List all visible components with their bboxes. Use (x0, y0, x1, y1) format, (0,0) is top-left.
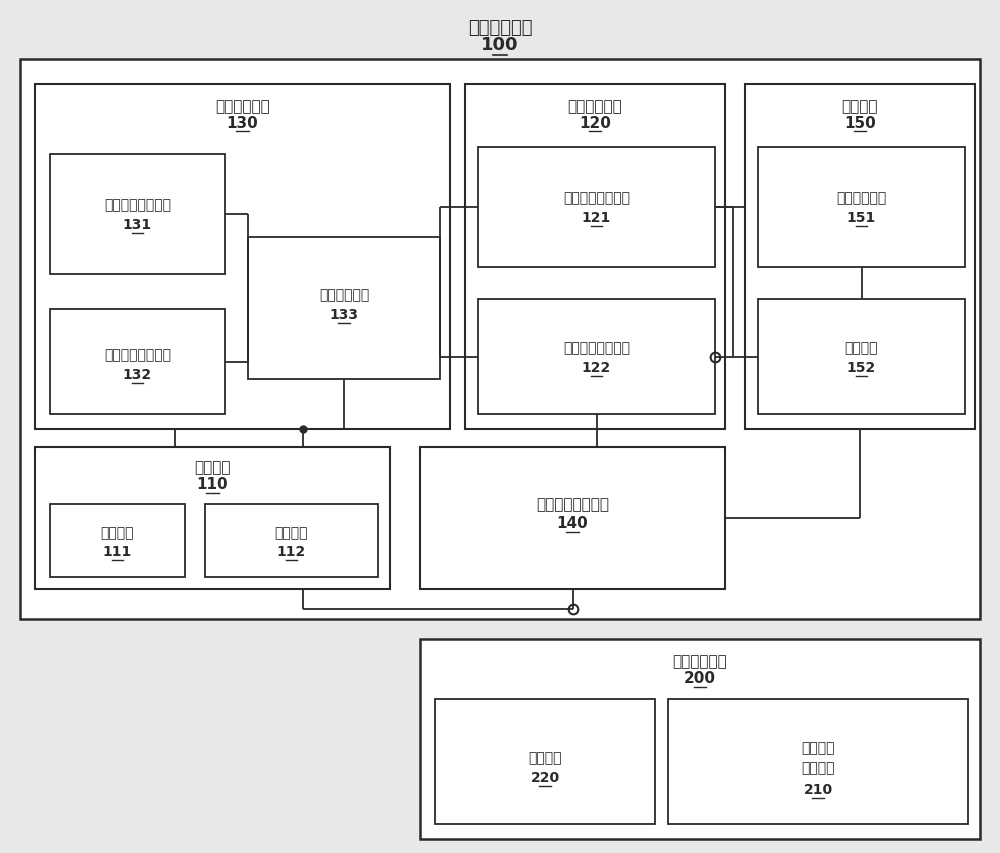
Text: 112: 112 (277, 544, 306, 559)
Bar (50, 310, 225, 415)
Bar (50, 154, 225, 275)
Bar (758, 299, 965, 415)
Bar (435, 699, 655, 824)
Bar (35, 448, 390, 589)
Text: 第一信号采集模块: 第一信号采集模块 (563, 191, 630, 205)
Text: 第二钳位供电电路: 第二钳位供电电路 (104, 347, 171, 362)
Text: 采样控制装置: 采样控制装置 (673, 653, 727, 669)
Bar (420, 639, 980, 839)
Text: 第二信号采集模块: 第二信号采集模块 (563, 340, 630, 355)
Text: 100: 100 (481, 36, 519, 54)
Text: 射频变压单元: 射频变压单元 (836, 191, 887, 205)
Text: 131: 131 (123, 218, 152, 232)
Text: 信号采集装置: 信号采集装置 (468, 19, 532, 37)
Bar (420, 448, 725, 589)
Text: 电源模块: 电源模块 (194, 460, 231, 475)
Bar (745, 85, 975, 430)
Text: 151: 151 (847, 211, 876, 224)
Bar (478, 299, 715, 415)
Text: 110: 110 (197, 477, 228, 492)
Bar (35, 85, 450, 430)
Bar (205, 504, 378, 577)
Text: 转换模块: 转换模块 (842, 100, 878, 114)
Text: 210: 210 (803, 782, 833, 796)
Bar (248, 238, 440, 380)
Text: 辑门阵列: 辑门阵列 (801, 760, 835, 774)
Text: 111: 111 (103, 544, 132, 559)
Bar (465, 85, 725, 430)
Text: 可编程逻: 可编程逻 (801, 740, 835, 754)
Text: 200: 200 (684, 670, 716, 686)
Text: 信号采集模块: 信号采集模块 (568, 100, 622, 114)
Text: 130: 130 (227, 115, 258, 131)
Text: 滤波单元: 滤波单元 (101, 525, 134, 539)
Text: 121: 121 (582, 211, 611, 224)
Text: 152: 152 (847, 361, 876, 374)
Text: 钳位保护模块: 钳位保护模块 (215, 100, 270, 114)
Text: 133: 133 (330, 308, 358, 322)
Text: 140: 140 (557, 516, 588, 531)
Bar (668, 699, 968, 824)
Text: 122: 122 (582, 361, 611, 374)
Text: 微处理器: 微处理器 (528, 750, 562, 764)
Text: 第一钳位供电电路: 第一钳位供电电路 (104, 198, 171, 212)
Text: 132: 132 (123, 368, 152, 381)
Text: 共模参考电压模块: 共模参考电压模块 (536, 497, 609, 512)
Text: 降压单元: 降压单元 (275, 525, 308, 539)
Bar (478, 148, 715, 268)
Bar (758, 148, 965, 268)
Text: 120: 120 (579, 115, 611, 131)
Bar (20, 60, 980, 619)
Text: 220: 220 (530, 770, 560, 784)
Text: 钳位保护电路: 钳位保护电路 (319, 287, 369, 302)
Text: 转换单元: 转换单元 (845, 340, 878, 355)
Bar (50, 504, 185, 577)
Text: 150: 150 (844, 115, 876, 131)
